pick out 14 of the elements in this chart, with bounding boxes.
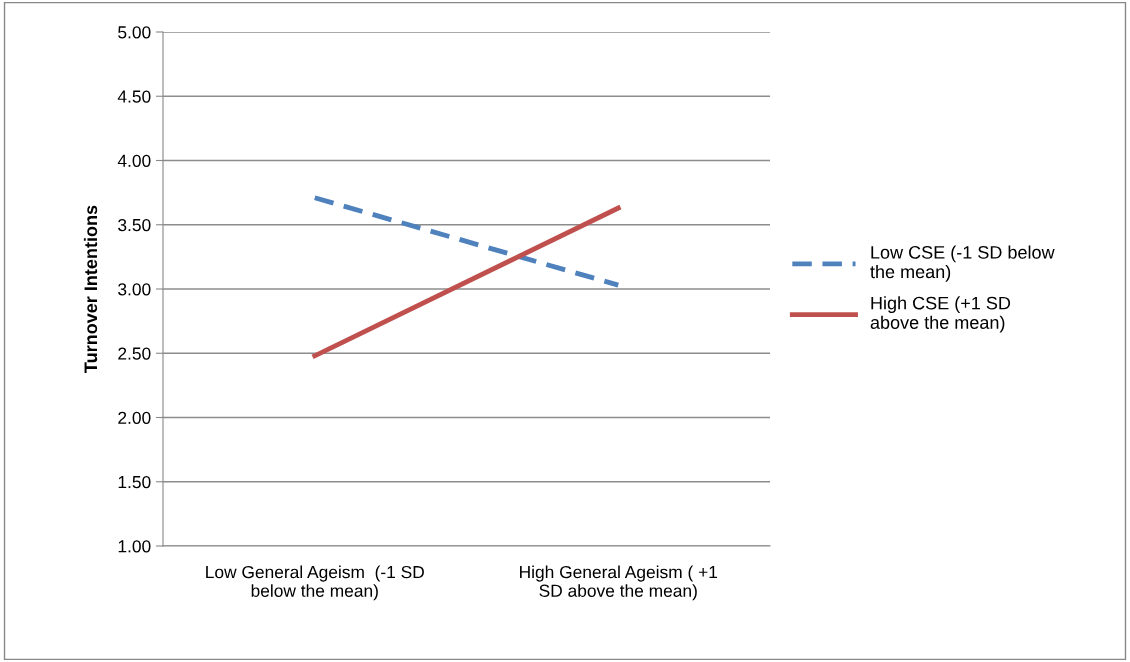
y-tick-label: 2.00 — [118, 411, 151, 424]
y-tick-label: 1.50 — [118, 475, 151, 489]
y-tick-label: 4.50 — [117, 90, 151, 103]
legend-label: High CSE (+1 SD above the mean) — [870, 296, 1011, 333]
y-tick-label: 3.50 — [118, 218, 151, 232]
y-axis-title: Turnover Intentions — [83, 205, 98, 373]
x-tick-label: High General Ageism ( +1 SD above the mean) — [520, 565, 718, 601]
y-tick-label: 5.00 — [118, 26, 151, 39]
y-tick-label: 3.00 — [118, 283, 151, 296]
legend-label: Low CSE (-1 SD below the mean) — [870, 245, 1055, 282]
y-tick-label: 2.50 — [118, 347, 151, 360]
x-tick-label: Low General Ageism (-1 SD below the mean) — [206, 565, 424, 601]
y-tick-label: 1.00 — [118, 540, 151, 553]
y-tick-label: 4.00 — [117, 154, 151, 167]
